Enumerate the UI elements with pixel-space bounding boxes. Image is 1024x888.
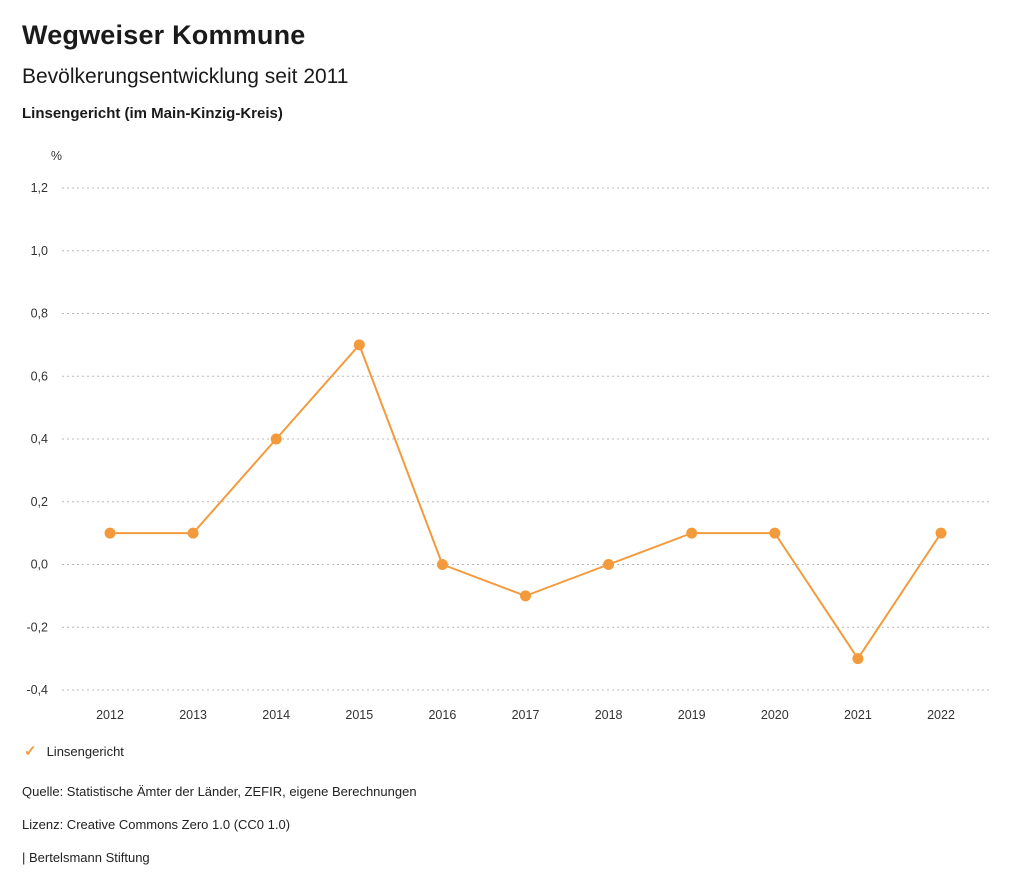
y-tick-label: 1,0	[31, 244, 48, 258]
legend-label[interactable]: Linsengericht	[46, 744, 124, 759]
app-title: Wegweiser Kommune	[22, 20, 306, 50]
x-tick-label: 2016	[428, 708, 456, 722]
chart-header: Wegweiser Kommune Bevölkerungsentwicklun…	[0, 0, 1024, 122]
x-tick-label: 2013	[179, 708, 207, 722]
y-tick-label: -0,4	[26, 683, 48, 697]
data-point[interactable]	[520, 590, 531, 602]
y-tick-label: 0,8	[31, 307, 48, 321]
y-tick-label: 0,0	[31, 558, 48, 572]
data-point[interactable]	[935, 527, 947, 539]
x-tick-label: 2018	[595, 708, 623, 722]
data-point[interactable]	[603, 559, 615, 570]
y-tick-label: 0,4	[31, 432, 48, 446]
data-point[interactable]	[104, 527, 116, 539]
x-tick-label: 2015	[345, 708, 373, 722]
x-tick-label: 2014	[262, 708, 290, 722]
y-tick-label: 0,6	[31, 369, 48, 383]
y-tick-label: 0,2	[31, 495, 48, 509]
data-point[interactable]	[436, 559, 448, 570]
x-tick-label: 2020	[761, 708, 789, 722]
x-tick-label: 2022	[927, 708, 955, 722]
chart-legend: ✓ Linsengericht	[24, 744, 124, 759]
legend-check-icon[interactable]: ✓	[24, 743, 37, 760]
x-tick-label: 2021	[844, 708, 872, 722]
chart-title: Bevölkerungsentwicklung seit 2011	[22, 65, 349, 88]
chart-subtitle-location: Linsengericht (im Main-Kinzig-Kreis)	[22, 105, 283, 122]
attribution-text: | Bertelsmann Stiftung	[22, 850, 150, 865]
source-text: Quelle: Statistische Ämter der Länder, Z…	[22, 784, 417, 799]
x-tick-label: 2017	[512, 708, 540, 722]
chart-footer: Quelle: Statistische Ämter der Länder, Z…	[22, 784, 982, 883]
series-line	[109, 343, 942, 660]
y-axis-unit-label: %	[51, 149, 62, 163]
license-text: Lizenz: Creative Commons Zero 1.0 (CC0 1…	[22, 817, 291, 832]
data-point[interactable]	[187, 527, 199, 539]
y-tick-label: -0,2	[26, 620, 48, 634]
data-point[interactable]	[852, 653, 864, 665]
population-line-chart: % 1,2 1,0 0,8 0,6 0,4 0,2 0,0 -0,2 -0,4 2012 2013 20…	[0, 138, 1024, 728]
x-tick-label: 2012	[96, 708, 124, 722]
line-chart-canvas: % 1,2 1,0 0,8 0,6 0,4 0,2 0,0 -0,2 -0,4 2012 2013 20…	[26, 149, 990, 722]
x-tick-label: 2019	[678, 708, 706, 722]
data-point[interactable]	[353, 339, 365, 351]
y-tick-label: 1,2	[31, 181, 48, 195]
data-point[interactable]	[270, 433, 282, 445]
data-point[interactable]	[686, 527, 698, 539]
data-point[interactable]	[769, 527, 781, 539]
